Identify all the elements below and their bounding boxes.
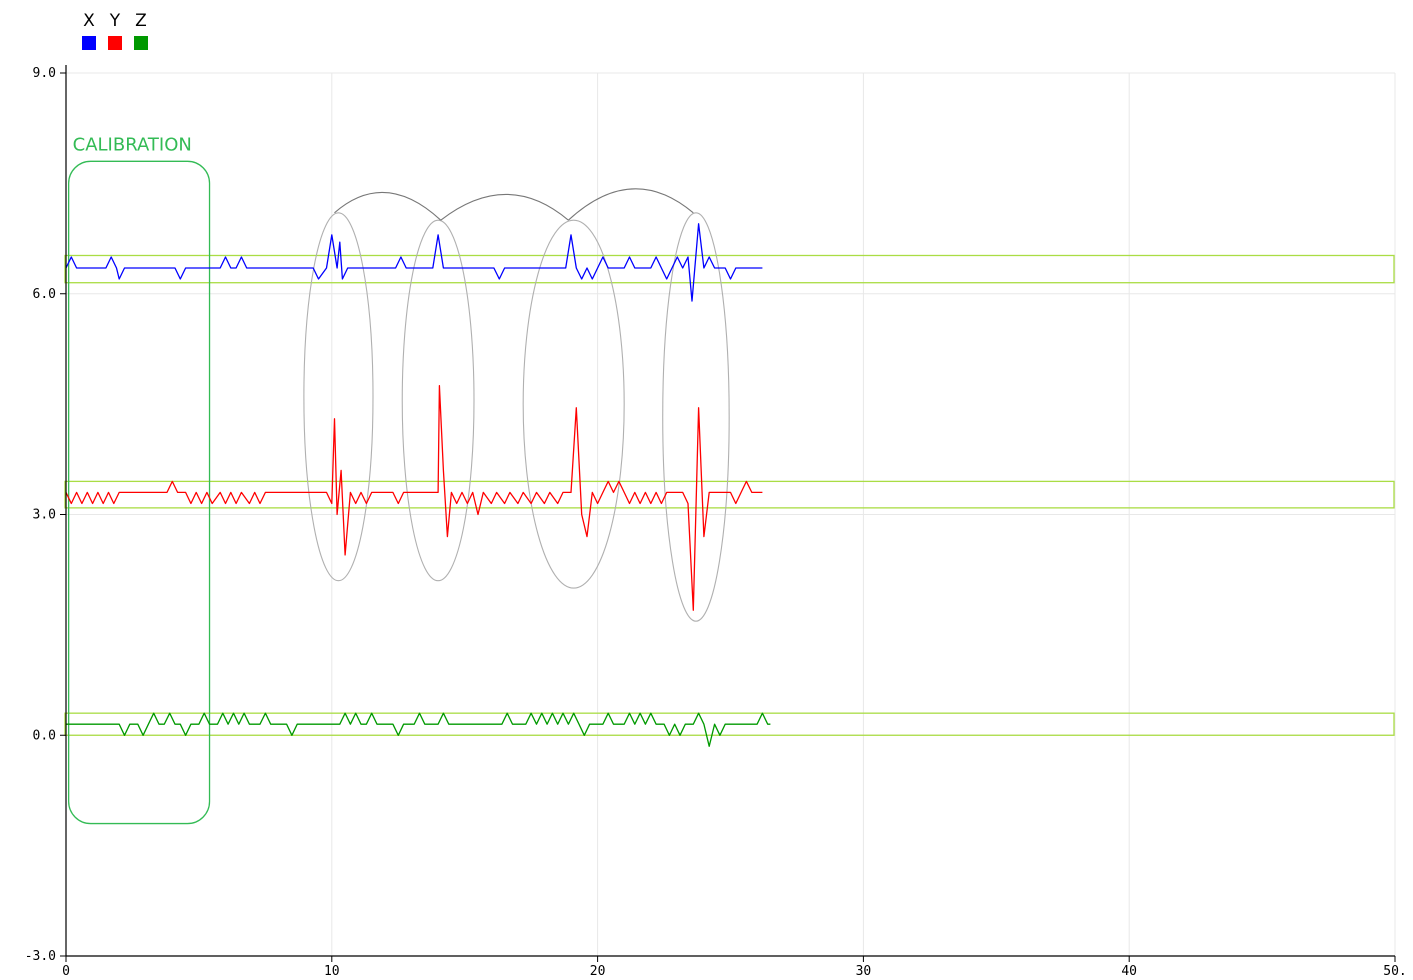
legend-swatch-z (134, 36, 148, 50)
legend-label-y: Y (109, 11, 121, 31)
gesture-arc (440, 194, 569, 221)
y-tick-label: 9.0 (33, 66, 56, 81)
baseline-band (64, 480, 1395, 509)
x-tick-label: 20 (590, 964, 606, 979)
x-tick-label: 40 (1121, 964, 1137, 979)
baseline-band (64, 712, 1395, 736)
gesture-ellipse (401, 219, 475, 582)
grid-lines (66, 72, 1396, 956)
series-line-z (66, 712, 771, 747)
series-line-y (65, 385, 763, 611)
calibration-box (68, 160, 211, 825)
calibration-region: CALIBRATION (68, 134, 211, 825)
axes (65, 65, 1395, 957)
x-tick-label: 10 (324, 964, 340, 979)
tick-labels: 0 10 20 30 40 50. -3.0 0.0 3.0 6.0 9.0 (25, 66, 1407, 979)
legend-label-x: X (83, 11, 95, 31)
legend-label-z: Z (135, 11, 147, 31)
x-tick-label: 50. (1383, 964, 1406, 979)
calibration-label: CALIBRATION (73, 134, 192, 155)
series-line-x (65, 223, 763, 302)
legend-swatch-y (108, 36, 122, 50)
x-tick-label: 30 (856, 964, 872, 979)
y-tick-label: -3.0 (25, 949, 56, 964)
y-tick-label: 0.0 (33, 728, 56, 743)
gesture-arc (567, 188, 694, 221)
baseline-band (64, 254, 1395, 284)
legend-swatch-x (82, 36, 96, 50)
x-tick-label: 0 (62, 964, 70, 979)
y-tick-label: 3.0 (33, 508, 56, 523)
y-tick-label: 6.0 (33, 287, 56, 302)
gesture-arc (334, 192, 442, 221)
gesture-markers (303, 188, 730, 622)
gesture-ellipse (303, 212, 374, 582)
gesture-ellipse (662, 212, 730, 622)
data-series (65, 223, 771, 747)
gesture-ellipse (522, 219, 625, 589)
baseline-bands (64, 254, 1395, 736)
